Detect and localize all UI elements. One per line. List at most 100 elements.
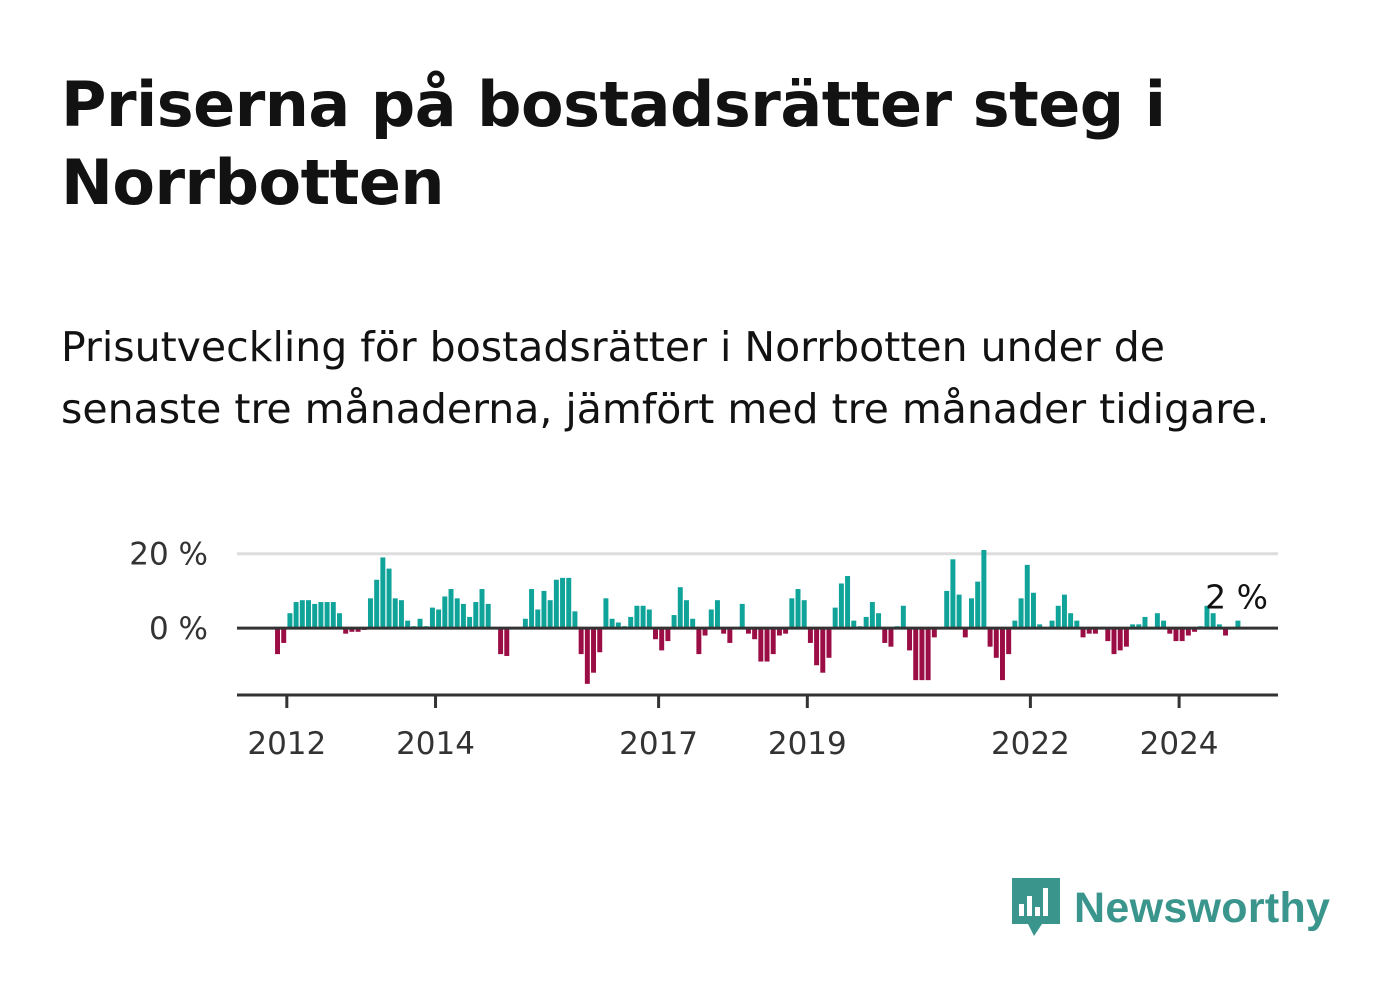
bar	[535, 609, 541, 629]
bar	[975, 581, 981, 629]
bar	[306, 600, 311, 629]
bar	[770, 628, 776, 655]
bar	[764, 628, 770, 662]
y-tick-label: 20 %	[129, 540, 208, 573]
bar	[1000, 628, 1005, 681]
bar	[287, 613, 293, 629]
bar	[1006, 628, 1012, 655]
bar	[969, 598, 974, 629]
bar	[281, 628, 287, 643]
bar	[1049, 620, 1055, 629]
bar	[337, 613, 342, 629]
bar	[318, 602, 324, 629]
bar	[1086, 628, 1092, 634]
bar	[671, 615, 677, 629]
bar	[597, 628, 603, 653]
x-tick-label: 2022	[991, 726, 1070, 762]
bar	[566, 577, 572, 629]
bar	[442, 596, 448, 629]
bar	[584, 628, 590, 684]
bar	[1192, 628, 1198, 632]
bar	[752, 628, 758, 640]
bar	[1117, 628, 1123, 651]
bar	[832, 607, 838, 629]
labels-layer: 20 % 0 % 2012 2014 2017 2019 2022 2024 2 %	[129, 540, 1268, 762]
bar	[801, 600, 807, 629]
bar	[640, 605, 646, 629]
bar	[560, 577, 566, 629]
bar	[1210, 613, 1216, 629]
chart-title: Priserna på bostadsrätter steg i Norrbot…	[61, 68, 1166, 219]
bar	[863, 616, 869, 629]
bar	[1123, 628, 1129, 647]
bar	[1154, 613, 1160, 629]
bar	[919, 628, 925, 681]
bar	[275, 628, 281, 655]
bar	[950, 559, 956, 629]
bar	[1204, 605, 1210, 629]
bar	[324, 602, 330, 629]
bar	[653, 628, 658, 640]
bar	[807, 628, 813, 643]
bar	[683, 600, 689, 629]
bar	[677, 587, 683, 629]
bar	[789, 598, 795, 629]
bar	[380, 557, 386, 629]
bar	[869, 602, 875, 629]
bar	[1080, 628, 1086, 638]
brand-logo: Newsworthy	[1010, 876, 1330, 940]
bar	[1216, 624, 1222, 629]
bar	[343, 628, 349, 634]
chart-subtitle: Prisutveckling för bostadsrätter i Norrb…	[61, 323, 1270, 433]
brand-name: Newsworthy	[1074, 883, 1331, 932]
bar	[845, 576, 851, 629]
bar	[609, 618, 615, 629]
bar	[1092, 628, 1098, 634]
bar	[962, 628, 968, 638]
bar	[460, 603, 466, 629]
bar	[330, 602, 336, 629]
bar	[690, 618, 696, 629]
bar	[987, 628, 993, 647]
bar	[826, 628, 832, 658]
bar	[981, 550, 987, 629]
bar	[1024, 564, 1030, 629]
bar	[925, 628, 931, 681]
bar	[553, 579, 559, 629]
bar	[374, 579, 380, 629]
bar	[1111, 628, 1117, 655]
bar	[1167, 628, 1173, 634]
bar	[1223, 628, 1229, 636]
bar	[1037, 624, 1043, 629]
bar	[349, 628, 355, 632]
bar	[721, 628, 727, 634]
bar	[876, 613, 882, 629]
bar	[776, 628, 782, 636]
bar	[795, 589, 801, 629]
bar	[367, 598, 373, 629]
bar	[398, 600, 404, 629]
bar	[913, 628, 919, 681]
bar	[578, 628, 584, 655]
bar	[572, 611, 578, 629]
bar	[591, 628, 597, 673]
bar	[485, 603, 491, 629]
bar	[547, 600, 553, 629]
bar	[479, 589, 485, 629]
bar-chart: 20 % 0 % 2012 2014 2017 2019 2022 2024 2 %	[129, 540, 1278, 762]
bar	[1061, 594, 1067, 629]
x-tick-label: 2017	[619, 726, 698, 762]
bar	[727, 628, 733, 643]
bar	[1179, 628, 1185, 642]
bar	[615, 622, 621, 629]
bar	[448, 589, 454, 629]
bar	[646, 609, 652, 629]
bar	[956, 594, 962, 629]
bar	[931, 628, 937, 638]
bar	[436, 609, 442, 629]
bar	[1142, 616, 1148, 629]
bar	[745, 628, 751, 634]
x-tick-label: 2019	[768, 726, 847, 762]
bar	[882, 628, 888, 643]
bar	[454, 598, 460, 629]
